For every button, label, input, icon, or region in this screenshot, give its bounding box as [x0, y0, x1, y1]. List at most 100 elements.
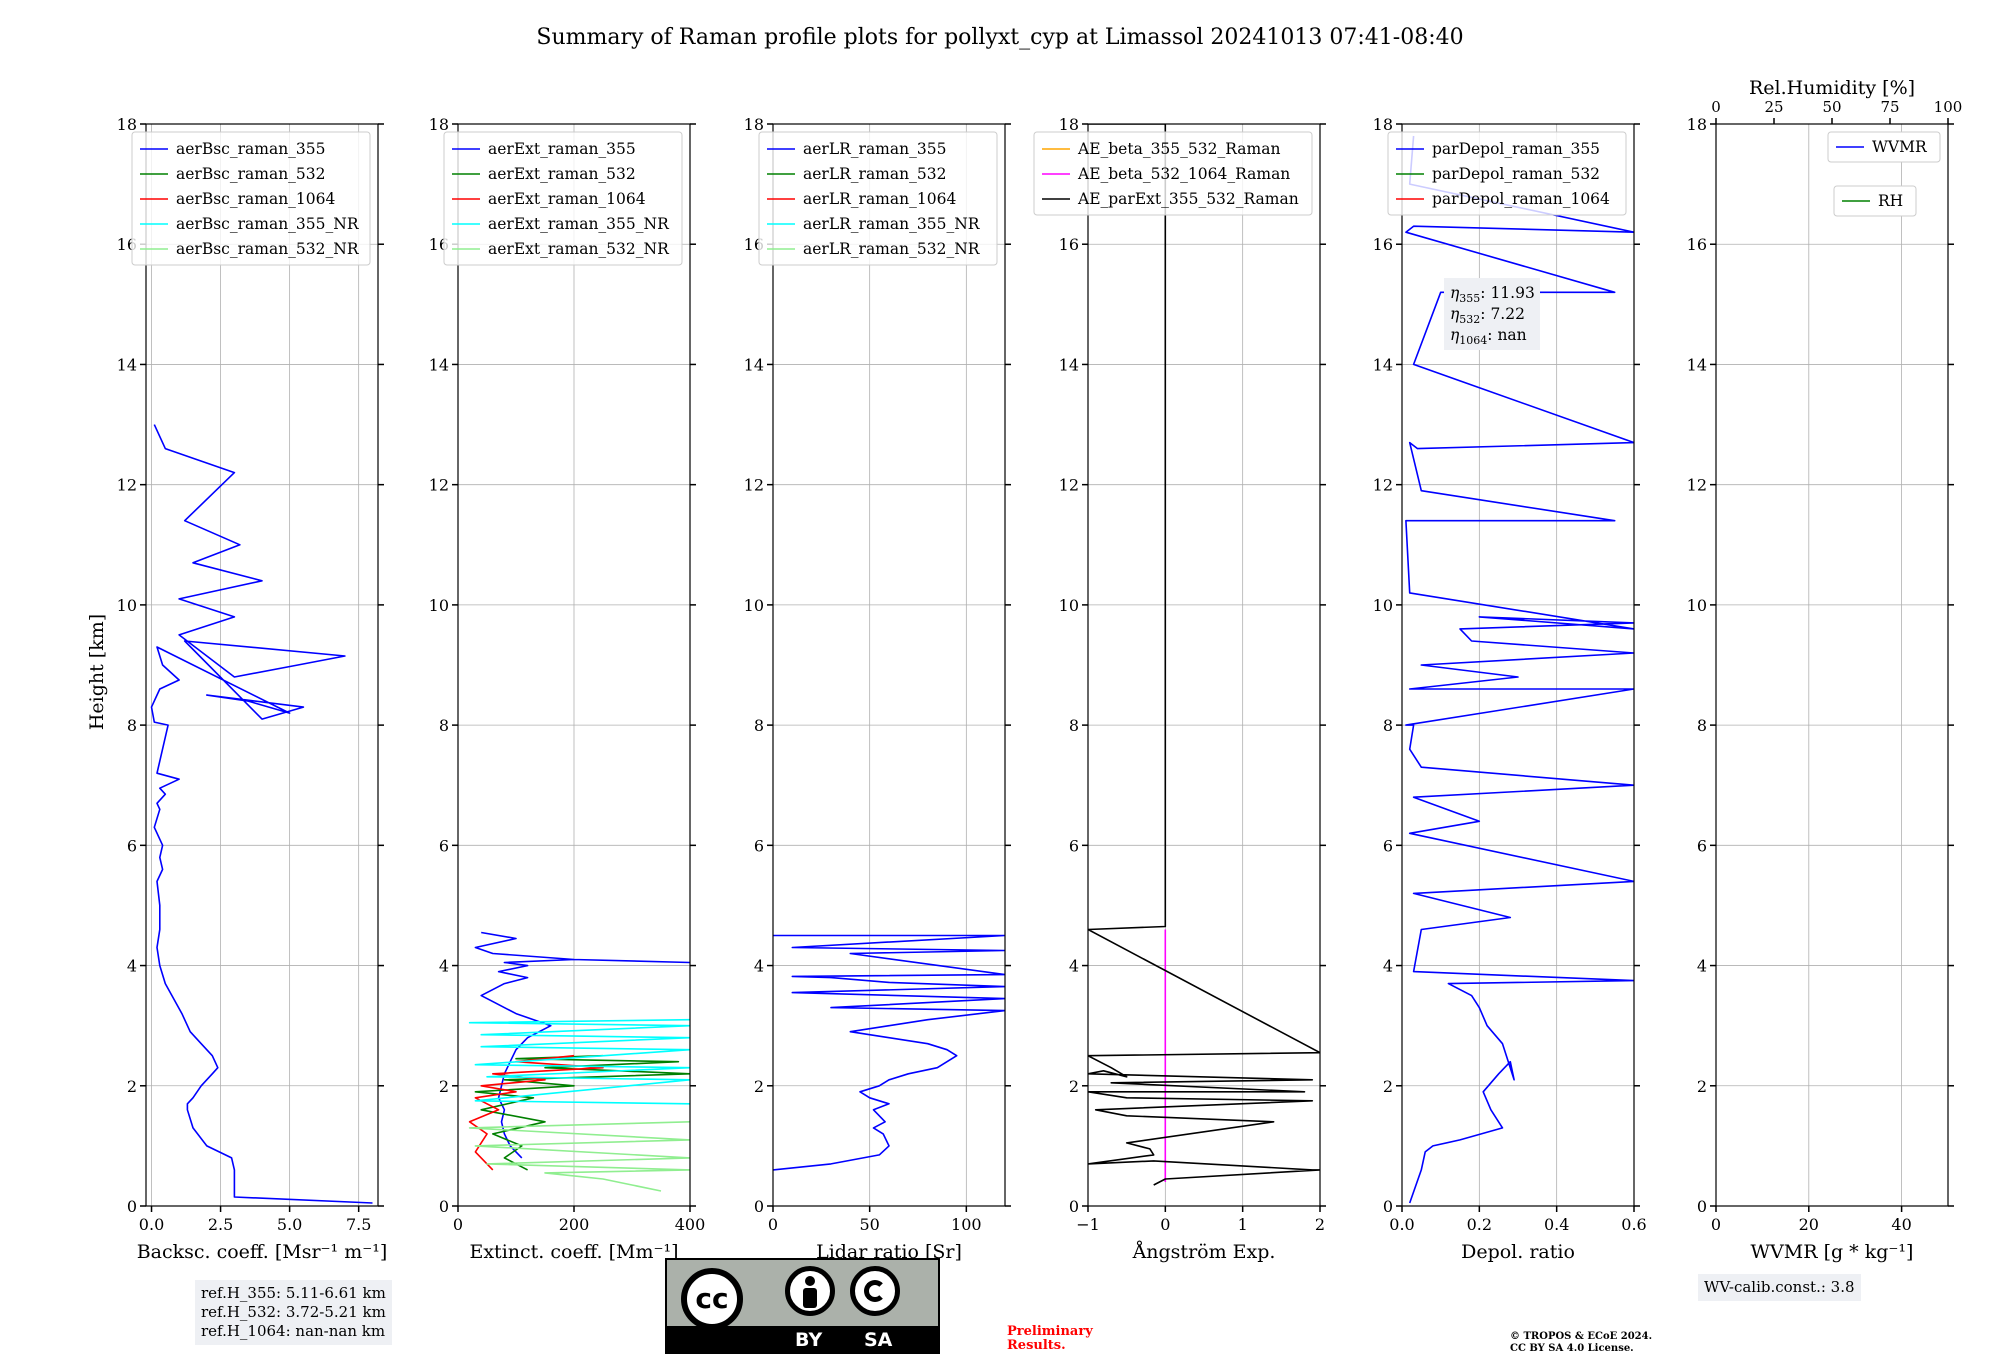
top-x-tick-label: 25 [1764, 98, 1783, 116]
cc-icon: cc [681, 1268, 743, 1330]
y-tick-label: 10 [429, 596, 449, 615]
x-tick-label: 2 [1315, 1215, 1325, 1234]
y-tick-label: 4 [1697, 957, 1707, 976]
annotation-line: η1064: nan [1450, 326, 1527, 347]
series-line-aerExt_raman_1064 [468, 1054, 604, 1171]
y-tick-label: 12 [744, 476, 764, 495]
x-axis-label: Extinct. coeff. [Mm⁻¹] [469, 1241, 678, 1263]
y-tick-label: 0 [1383, 1197, 1393, 1216]
x-tick-label: 20 [1799, 1215, 1819, 1234]
x-axis-label: Ångström Exp. [1132, 1241, 1276, 1263]
by-label: BY [795, 1329, 823, 1351]
legend-RH: RH [1833, 185, 1917, 217]
by-person-icon [785, 1266, 835, 1316]
legend-box [758, 131, 998, 266]
preliminary-results-note: Preliminary Results. [1007, 1324, 1093, 1353]
x-axis-label: WVMR [g * kg⁻¹] [1751, 1241, 1914, 1263]
copyright-line-1: © TROPOS & ECoE 2024. [1510, 1331, 1653, 1342]
y-tick-label: 10 [744, 596, 764, 615]
x-tick-label: 0 [768, 1215, 778, 1234]
legend-label: AE_beta_355_532_Raman [1077, 140, 1280, 158]
x-tick-label: 0.0 [1389, 1215, 1414, 1234]
y-axis-label: Height [km] [86, 614, 108, 730]
y-tick-label: 0 [754, 1197, 764, 1216]
series-line-parDepol_raman_355 [1405, 135, 1634, 1204]
x-tick-label: 0.6 [1621, 1215, 1646, 1234]
legend-label: aerLR_raman_532_NR [803, 240, 981, 258]
y-tick-label: 6 [1383, 836, 1393, 855]
legend-label: aerBsc_raman_532 [176, 165, 326, 183]
y-tick-label: 12 [1373, 476, 1393, 495]
series-group [1405, 135, 1634, 1204]
legend: aerBsc_raman_355 aerBsc_raman_532 aerBsc_r… [131, 131, 371, 266]
y-tick-label: 2 [439, 1077, 449, 1096]
y-tick-label: 2 [754, 1077, 764, 1096]
axes-frame [145, 123, 379, 1207]
legend-label: aerExt_raman_355 [488, 140, 636, 158]
axes-frame [1715, 123, 1949, 1207]
y-tick-label: 16 [1373, 235, 1393, 254]
y-tick-label: 18 [744, 115, 764, 134]
x-tick-label: 0.2 [1467, 1215, 1492, 1234]
y-tick-label: 0 [439, 1197, 449, 1216]
x-tick-label: 400 [675, 1215, 706, 1234]
legend-label: AE_parExt_355_532_Raman [1077, 190, 1299, 208]
x-tick-label: 0.0 [139, 1215, 164, 1234]
wv-calibration-box: WV-calib.const.: 3.8 [1698, 1274, 1861, 1301]
y-tick-label: 4 [439, 957, 449, 976]
y-tick-label: 18 [117, 115, 137, 134]
y-tick-label: 4 [754, 957, 764, 976]
top-x-tick-label: 75 [1880, 98, 1899, 116]
y-tick-label: 8 [1069, 716, 1079, 735]
y-tick-label: 10 [1373, 596, 1393, 615]
y-tick-label: 18 [1373, 115, 1393, 134]
series-line-aerBsc_raman_355 [150, 424, 373, 1204]
legend-label: parDepol_raman_532 [1432, 165, 1600, 183]
y-tick-label: 6 [439, 836, 449, 855]
panel-depol: 0 2 4 6 8 10 12 14 16 18 0.0 0.2 0.4 0.6 Depol. ratio p… [1373, 115, 1647, 1263]
y-tick-label: 4 [1069, 957, 1079, 976]
top-x-tick-label: 100 [1934, 98, 1963, 116]
x-tick-label: 200 [559, 1215, 590, 1234]
y-tick-label: 8 [1383, 716, 1393, 735]
x-tick-label: 7.5 [346, 1215, 371, 1234]
sa-share-icon [850, 1266, 900, 1316]
y-tick-label: 0 [1069, 1197, 1079, 1216]
x-tick-label: 2.5 [208, 1215, 233, 1234]
legend-label: aerLR_raman_1064 [803, 190, 956, 208]
y-tick-label: 12 [1059, 476, 1079, 495]
axes-frame [1087, 123, 1321, 1207]
y-tick-label: 18 [1687, 115, 1707, 134]
y-tick-label: 18 [1059, 115, 1079, 134]
y-tick-label: 14 [1059, 355, 1079, 374]
legend-label: aerBsc_raman_355 [176, 140, 326, 158]
legend-label: aerLR_raman_355_NR [803, 215, 981, 233]
y-tick-label: 8 [754, 716, 764, 735]
y-tick-label: 12 [429, 476, 449, 495]
y-tick-label: 10 [1059, 596, 1079, 615]
x-tick-label: 0 [1711, 1215, 1721, 1234]
legend-label: AE_beta_532_1064_Raman [1077, 165, 1290, 183]
legend-label: aerExt_raman_355_NR [488, 215, 670, 233]
ref-height-1064: ref.H_1064: nan-nan km [201, 1322, 386, 1340]
legend: aerExt_raman_355 aerExt_raman_532 aerExt_r… [443, 131, 683, 266]
x-axis-label: Lidar ratio [Sr] [816, 1241, 962, 1263]
y-tick-label: 6 [1069, 836, 1079, 855]
top-x-axis-label: Rel.Humidity [%] [1749, 77, 1915, 99]
y-tick-label: 14 [1373, 355, 1393, 374]
y-tick-label: 14 [1687, 355, 1707, 374]
legend-label: RH [1878, 192, 1903, 210]
legend-box [443, 131, 683, 266]
series-line-aerLR_raman_355 [773, 934, 1005, 1171]
series-line-aerExt_raman_532 [474, 1054, 690, 1171]
y-tick-label: 10 [117, 596, 137, 615]
legend-label: aerExt_raman_532_NR [488, 240, 670, 258]
y-tick-label: 10 [1687, 596, 1707, 615]
y-tick-label: 2 [1383, 1077, 1393, 1096]
x-tick-label: 0.4 [1544, 1215, 1569, 1234]
annotation-box [1444, 278, 1540, 350]
legend-label: aerLR_raman_532 [803, 165, 946, 183]
